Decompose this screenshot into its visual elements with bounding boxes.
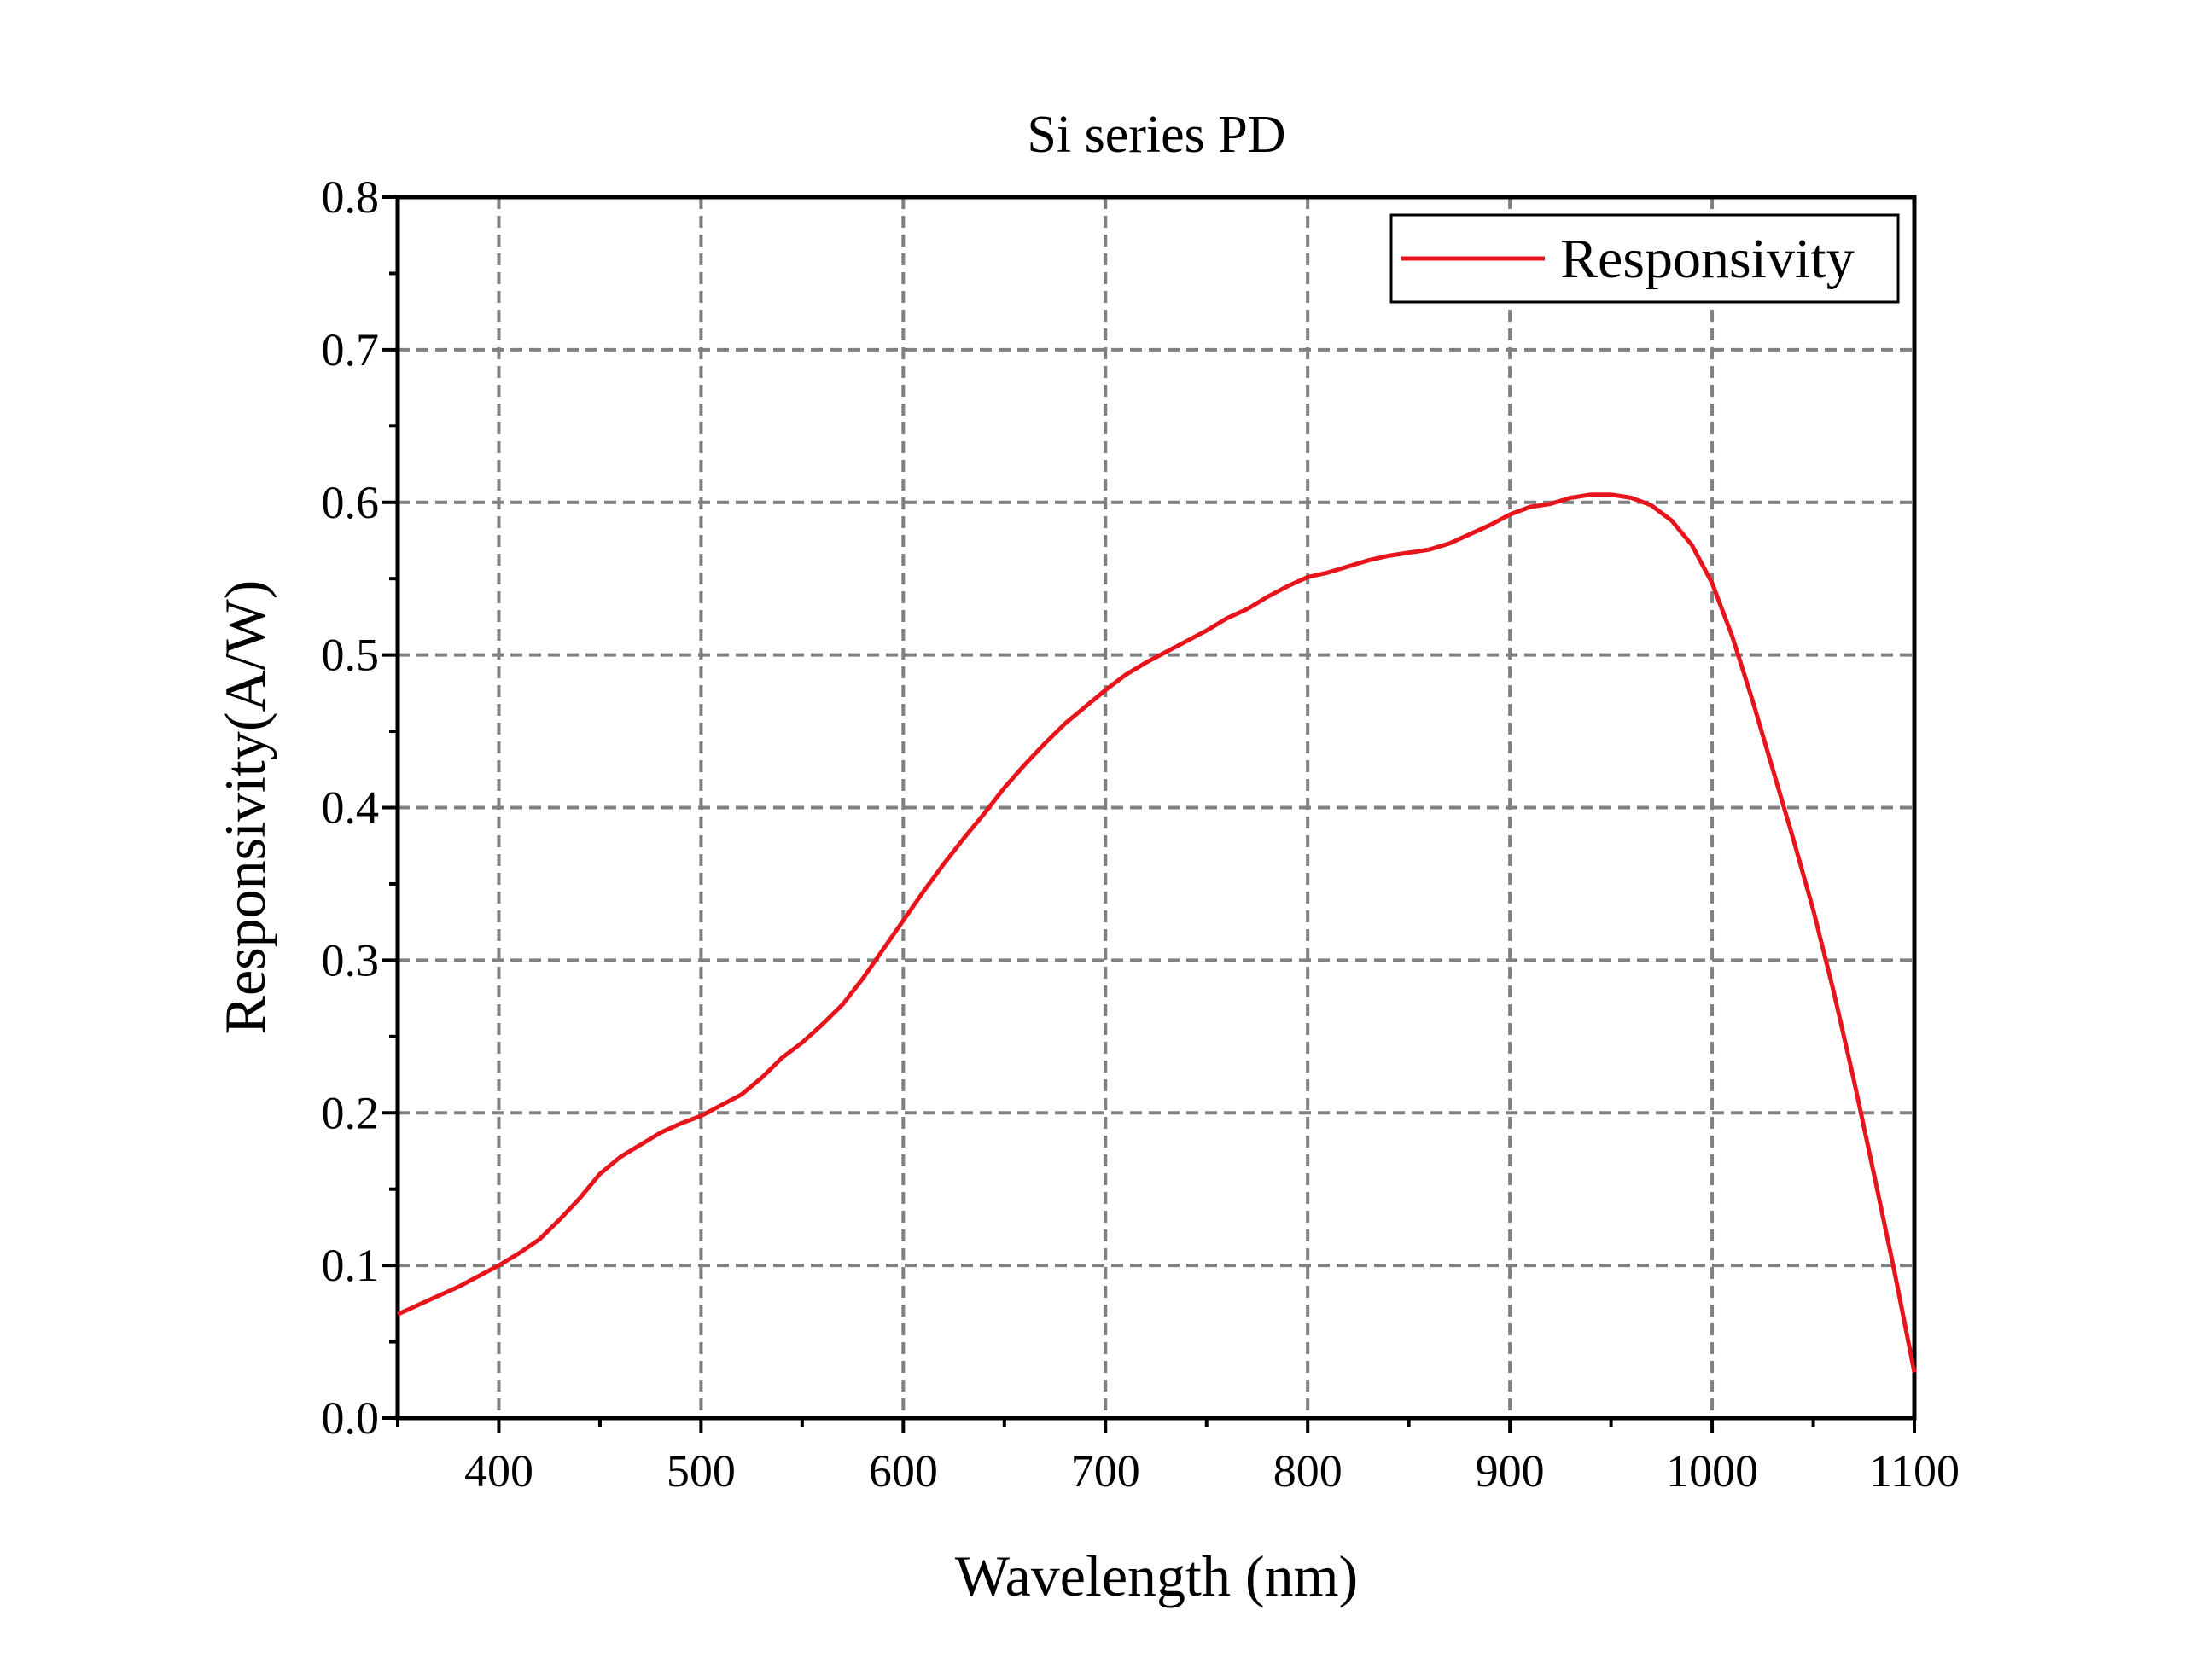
y-tick-label: 0.1 [322,1240,380,1291]
y-tick-label: 0.3 [322,934,380,985]
y-tick-label: 0.6 [322,477,380,528]
y-tick-label: 0.4 [322,782,380,834]
y-tick-label: 0.5 [322,630,380,681]
y-tick-label: 0.8 [322,171,380,223]
x-tick-label: 400 [464,1445,533,1497]
x-tick-label: 700 [1071,1445,1140,1497]
y-tick-label: 0.0 [322,1392,380,1444]
x-tick-label: 1100 [1869,1445,1960,1497]
x-tick-label: 900 [1476,1445,1545,1497]
y-axis-label: Responsivity(A/W) [213,580,277,1035]
legend-label: Responsivity [1560,228,1855,290]
x-tick-label: 1000 [1666,1445,1758,1497]
chart-title: Si series PD [1027,106,1285,164]
plot-frame [395,195,1917,1421]
x-tick-label: 800 [1273,1445,1343,1497]
data-line [396,492,1917,1373]
y-tick-label: 0.2 [322,1087,380,1138]
x-tick-label: 600 [869,1445,938,1497]
x-axis-label: Wavelength (nm) [955,1543,1358,1608]
x-tick-label: 500 [667,1445,736,1497]
y-tick-label: 0.7 [322,324,380,375]
